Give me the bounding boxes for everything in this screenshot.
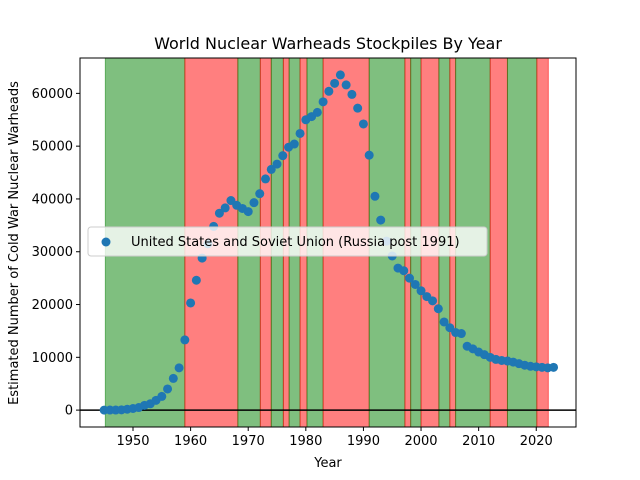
data-point: [347, 89, 357, 99]
data-point: [353, 103, 363, 113]
data-point: [341, 80, 351, 90]
legend-box: [87, 226, 488, 257]
x-axis-label: Year: [313, 456, 342, 471]
data-point: [370, 191, 380, 201]
y-tick-label: 0: [65, 404, 73, 419]
data-point: [249, 198, 259, 208]
data-point: [168, 373, 178, 383]
y-tick-label: 60000: [32, 87, 73, 102]
shaded-period-green: [506, 57, 538, 428]
chart-title: World Nuclear Warheads Stockpiles By Yea…: [154, 34, 502, 53]
x-tick-label: 1990: [347, 434, 380, 449]
data-points: [99, 70, 559, 415]
data-point: [243, 207, 253, 217]
x-tick-label: 1950: [116, 434, 149, 449]
data-point: [456, 329, 466, 339]
x-tick-label: 2020: [520, 434, 553, 449]
data-point: [335, 70, 345, 80]
data-point: [260, 174, 270, 184]
y-axis-label: Estimated Number of Cold War Nuclear War…: [7, 81, 22, 405]
data-point: [433, 304, 443, 314]
x-tick-label: 2010: [462, 434, 495, 449]
plot-frame: [79, 57, 577, 428]
data-point: [289, 139, 299, 149]
data-point: [191, 275, 201, 285]
data-point: [405, 273, 415, 283]
data-point: [358, 119, 368, 129]
data-point: [278, 151, 288, 161]
data-point: [324, 86, 334, 96]
x-tick-label: 1970: [232, 434, 265, 449]
data-point: [312, 107, 322, 117]
data-point: [364, 150, 374, 160]
data-point: [330, 78, 340, 88]
y-tick-label: 20000: [32, 298, 73, 313]
data-point: [174, 363, 184, 373]
data-point: [272, 159, 282, 169]
legend-label: United States and Soviet Union (Russia p…: [131, 235, 460, 250]
data-point: [376, 215, 386, 225]
x-tick-label: 2000: [404, 434, 437, 449]
shaded-period-red: [489, 57, 508, 428]
x-tick-label: 1980: [289, 434, 322, 449]
data-point: [255, 189, 265, 199]
data-point: [295, 128, 305, 138]
x-tick-label: 1960: [174, 434, 207, 449]
y-tick-label: 40000: [32, 192, 73, 207]
y-tick-label: 30000: [32, 245, 73, 260]
y-axis: 0 10000 20000 30000 40000 50000 60000: [32, 87, 80, 419]
data-point: [220, 203, 230, 213]
data-point: [157, 391, 167, 401]
data-point: [180, 335, 190, 345]
data-point: [549, 362, 559, 372]
y-tick-label: 50000: [32, 140, 73, 155]
data-point: [439, 317, 449, 327]
data-point: [214, 208, 224, 218]
data-point: [410, 279, 420, 289]
data-point: [399, 266, 409, 276]
data-point: [163, 384, 173, 394]
data-point: [428, 296, 438, 306]
legend-marker: [101, 237, 111, 247]
data-point: [318, 97, 328, 107]
data-point: [266, 164, 276, 174]
x-axis: 1950 1960 1970 1980 1990 2000 2010 2020: [116, 427, 553, 449]
data-point: [186, 298, 196, 308]
legend: United States and Soviet Union (Russia p…: [87, 226, 488, 257]
y-tick-label: 10000: [32, 351, 73, 366]
data-point: [416, 286, 426, 296]
